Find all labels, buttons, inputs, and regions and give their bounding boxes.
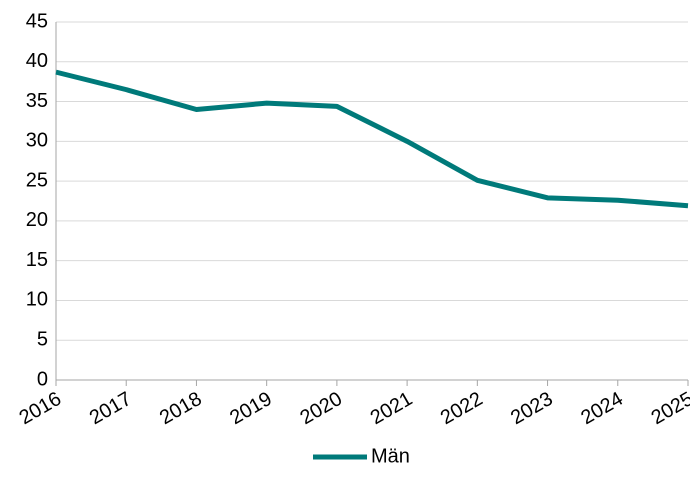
x-tick-label: 2019 [226,388,276,429]
y-tick-label: 30 [26,130,48,152]
x-tick-label: 2023 [507,388,557,429]
x-tick-label: 2017 [86,388,136,429]
y-tick-label: 25 [26,169,48,191]
y-tick-label: 35 [26,90,48,112]
x-tick-label: 2024 [577,388,627,429]
y-tick-label: 5 [37,329,48,351]
legend-label: Män [371,445,410,467]
y-tick-label: 20 [26,209,48,231]
x-tick-label: 2016 [16,388,66,429]
x-tick-label: 2021 [367,388,417,429]
x-tick-label: 2025 [648,388,690,429]
y-tick-label: 40 [26,50,48,72]
y-tick-label: 15 [26,249,48,271]
y-tick-label: 45 [26,10,48,32]
y-tick-label: 0 [37,368,48,390]
x-tick-label: 2022 [437,388,487,429]
line-series [55,69,689,209]
x-tick-label: 2020 [296,388,346,429]
x-tick-label: 2018 [156,388,206,429]
y-tick-label: 10 [26,289,48,311]
